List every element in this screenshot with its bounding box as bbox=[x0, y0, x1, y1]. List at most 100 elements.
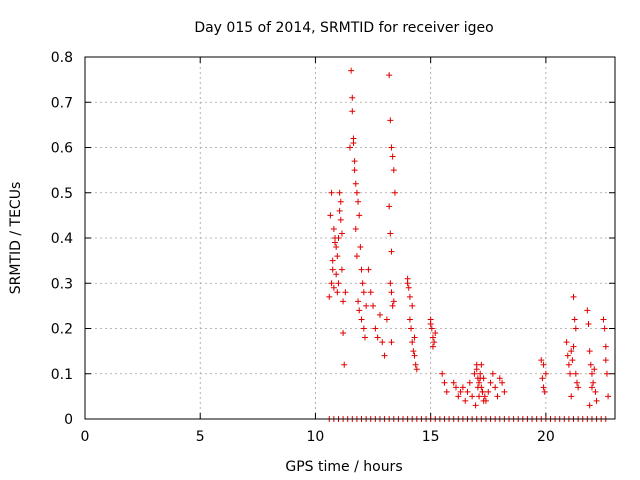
data-point bbox=[388, 289, 395, 296]
data-point bbox=[332, 239, 339, 246]
data-point bbox=[469, 393, 476, 400]
data-point bbox=[333, 244, 340, 251]
data-point bbox=[351, 167, 358, 174]
data-point bbox=[340, 330, 347, 337]
data-point bbox=[588, 370, 595, 377]
data-point bbox=[450, 379, 457, 386]
data-point bbox=[329, 266, 336, 273]
data-point bbox=[333, 271, 340, 278]
axis-ticks bbox=[84, 56, 615, 420]
data-point bbox=[472, 402, 479, 409]
y-tick-label: 0.2 bbox=[51, 322, 73, 338]
data-point bbox=[358, 266, 365, 273]
x-tick-labels: 0 5 10 15 20 bbox=[81, 429, 555, 445]
data-point bbox=[348, 67, 355, 74]
data-point bbox=[387, 280, 394, 287]
data-point bbox=[602, 357, 609, 364]
data-point bbox=[406, 293, 413, 300]
data-point bbox=[355, 298, 362, 305]
data-point bbox=[352, 225, 359, 232]
data-point bbox=[342, 289, 349, 296]
y-tick-label: 0.1 bbox=[51, 367, 73, 383]
data-point bbox=[337, 198, 344, 205]
data-point bbox=[365, 266, 372, 273]
data-point bbox=[338, 266, 345, 273]
data-point bbox=[349, 94, 356, 101]
data-point bbox=[387, 230, 394, 237]
data-point bbox=[353, 189, 360, 196]
data-point bbox=[386, 203, 393, 210]
data-point bbox=[335, 235, 342, 241]
data-point bbox=[572, 370, 579, 377]
data-point bbox=[329, 257, 336, 264]
data-point bbox=[584, 307, 591, 314]
data-point bbox=[361, 334, 368, 341]
data-point bbox=[405, 284, 412, 291]
data-point bbox=[383, 316, 390, 323]
data-point bbox=[567, 370, 574, 377]
data-point bbox=[565, 361, 572, 368]
data-point bbox=[389, 153, 396, 160]
data-point bbox=[360, 325, 367, 332]
data-point bbox=[327, 212, 334, 219]
data-point bbox=[431, 339, 438, 346]
data-point bbox=[439, 370, 446, 377]
data-point bbox=[540, 384, 547, 391]
data-point bbox=[352, 180, 359, 187]
data-point bbox=[410, 348, 417, 355]
data-point bbox=[337, 216, 344, 223]
data-point bbox=[336, 189, 343, 196]
data-point bbox=[330, 225, 337, 232]
data-point bbox=[353, 253, 360, 260]
data-point bbox=[341, 361, 348, 368]
data-point bbox=[541, 388, 548, 395]
data-point bbox=[367, 289, 374, 296]
data-point bbox=[473, 366, 480, 373]
grid-lines bbox=[85, 57, 615, 419]
data-point bbox=[457, 388, 464, 395]
data-point bbox=[588, 384, 595, 391]
data-point bbox=[372, 325, 379, 332]
data-point bbox=[411, 334, 418, 341]
data-point bbox=[494, 393, 501, 400]
data-point bbox=[374, 334, 381, 341]
data-point bbox=[459, 384, 466, 391]
data-point bbox=[376, 311, 383, 318]
data-point bbox=[590, 379, 597, 386]
data-point bbox=[501, 388, 508, 395]
x-tick-label: 0 bbox=[81, 429, 90, 445]
data-point bbox=[335, 280, 342, 287]
y-tick-label: 0.8 bbox=[51, 50, 73, 66]
data-point bbox=[356, 212, 363, 219]
data-point bbox=[387, 117, 394, 124]
data-point bbox=[476, 379, 483, 386]
data-point bbox=[464, 388, 471, 395]
data-point bbox=[538, 357, 545, 364]
data-point bbox=[388, 248, 395, 255]
data-point bbox=[605, 393, 612, 400]
data-point bbox=[600, 316, 607, 323]
y-tick-label: 0.5 bbox=[51, 186, 73, 202]
data-point bbox=[330, 284, 337, 291]
data-point bbox=[388, 339, 395, 346]
data-point bbox=[357, 244, 364, 251]
data-point bbox=[477, 375, 484, 382]
data-point bbox=[496, 375, 503, 382]
data-point bbox=[328, 189, 335, 196]
data-point bbox=[479, 388, 486, 395]
data-point bbox=[569, 357, 576, 364]
data-point bbox=[481, 393, 488, 400]
data-point bbox=[390, 167, 397, 174]
data-point bbox=[575, 384, 582, 391]
y-tick-labels: 0 0.1 0.2 0.3 0.4 0.5 0.6 0.7 0.8 bbox=[51, 50, 73, 428]
data-point bbox=[428, 325, 435, 332]
data-point bbox=[487, 379, 494, 386]
data-point bbox=[386, 72, 393, 79]
data-point bbox=[570, 343, 577, 350]
data-point bbox=[586, 402, 593, 409]
data-point bbox=[432, 330, 439, 337]
data-point bbox=[573, 379, 580, 386]
data-point bbox=[351, 158, 358, 165]
data-point bbox=[347, 144, 353, 151]
